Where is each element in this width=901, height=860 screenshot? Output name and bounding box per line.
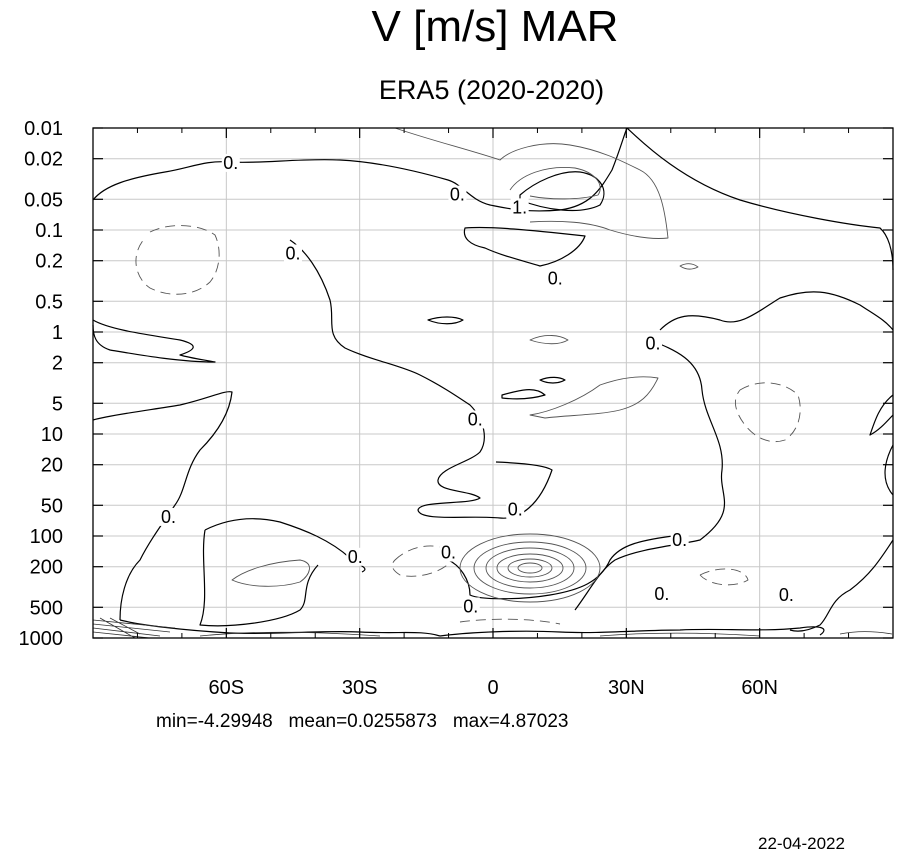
contour-label-bg: [346, 547, 365, 566]
x-tick-label: 60S: [209, 677, 245, 699]
contour-neg-sh-strat: [135, 225, 220, 295]
y-tick-label: 100: [30, 526, 63, 548]
x-tick-label: 30S: [342, 677, 378, 699]
y-tick-label: 1000: [19, 628, 64, 650]
contour-label: 0.: [654, 584, 669, 604]
contour-label: 0.: [223, 153, 238, 173]
contour-sh-upper-lobe: [92, 319, 216, 363]
jet-core-contour: [496, 553, 564, 583]
stats-line: min=-4.29948 mean=0.0255873 max=4.87023: [156, 711, 569, 732]
contour-strat-box: [463, 226, 586, 267]
date-stamp: 22-04-2022: [758, 834, 845, 853]
contour-label: 0.: [285, 244, 300, 264]
y-tick-label: 0.5: [35, 291, 63, 313]
contour-sh-lower: [199, 518, 366, 627]
contour-grey-sh-lower: [231, 559, 310, 587]
contour-label-bg: [284, 244, 302, 263]
contour-neg-tropics: [391, 545, 456, 577]
contour-label: 1.: [512, 197, 527, 217]
contour-neg-nh-mid: [734, 382, 801, 443]
y-tick-label: 0.05: [24, 189, 63, 211]
y-tick-label: 2: [52, 353, 63, 375]
contour-tropical-lower: [447, 534, 681, 600]
contour-label-bg: [644, 334, 662, 353]
x-tick-label: 60N: [741, 677, 778, 699]
contour-grey-nh-mid: [529, 376, 659, 419]
y-tick-label: 0.02: [24, 149, 63, 171]
contour-neg-nh-lower: [699, 568, 749, 586]
contour-label-bg: [652, 584, 671, 603]
y-tick-label: 0.2: [35, 251, 63, 273]
contour-label-bg: [466, 410, 485, 429]
contour-label: 0.: [645, 334, 660, 354]
contour-zero-upper: [92, 127, 894, 271]
contour-label: 0.: [450, 185, 465, 205]
contour-top-closed: [519, 171, 605, 212]
chart-subtitle: ERA5 (2020-2020): [378, 75, 605, 105]
contour-neg-surface: [459, 618, 561, 625]
jet-core-contour: [507, 558, 553, 578]
y-tick-label: 20: [41, 455, 63, 477]
contour-label: 0.: [672, 530, 687, 550]
contour-label: 0.: [779, 585, 794, 605]
contour-grey-top: [394, 127, 669, 239]
contour-label-bg: [448, 185, 467, 204]
y-tick-label: 500: [30, 597, 63, 619]
contour-label-bg: [159, 507, 178, 526]
contour-nh-vertical: [574, 339, 725, 611]
y-tick-label: 5: [52, 393, 63, 415]
contour-small-1: [427, 316, 464, 325]
contour-label-layer: 0. 0. 1. 0. 0. 0. 0. 0. 0. 0. 0. 0. 0. 0. 0.: [159, 153, 796, 616]
contour-small-3: [539, 376, 566, 384]
jet-core-contour: [517, 562, 543, 574]
y-tick-label: 1: [52, 322, 63, 344]
x-tick-label: 30N: [608, 677, 645, 699]
y-tick-label: 50: [41, 495, 63, 517]
jet-core-contour: [459, 533, 601, 603]
contour-label: 0.: [548, 269, 563, 289]
y-tick-label: 200: [30, 557, 63, 579]
contour-label: 0.: [508, 500, 523, 520]
contour-label: 0.: [348, 547, 363, 567]
x-tick-label: 0: [487, 677, 498, 699]
contour-grey-small: [529, 335, 569, 345]
contour-zero-descend: [289, 239, 553, 519]
y-tick-label: 0.01: [24, 118, 63, 140]
contour-label-bg: [546, 269, 565, 288]
contour-label-bg: [510, 198, 529, 217]
contour-label-bg: [777, 586, 796, 605]
contour-nh-zero: [659, 291, 894, 331]
jet-core-contour: [473, 541, 587, 595]
contour-label: 0.: [463, 596, 478, 616]
contour-small-2: [501, 389, 546, 400]
contour-label: 0.: [161, 507, 176, 527]
contour-label-bg: [221, 153, 240, 172]
contour-label-bg: [439, 543, 458, 562]
contour-label: 0.: [441, 542, 456, 562]
y-tick-label: 10: [41, 424, 63, 446]
contour-label: 0.: [468, 409, 483, 429]
contour-label-bg: [506, 500, 525, 519]
surface-clutter: [92, 617, 893, 639]
contour-lines: [92, 127, 894, 639]
contour-sh-vertical: [92, 391, 233, 621]
contour-east-edge: [789, 394, 894, 632]
plot-frame: [92, 127, 894, 639]
y-tick-label: 0.1: [35, 220, 63, 242]
jet-core-contour: [485, 547, 575, 589]
contour-grey-tiny: [679, 263, 699, 270]
contour-label-bg: [461, 597, 480, 616]
axis-ticks: 60S 30S 0 30N 60N 0.01 0.02 0.05 0.1 0.2 0.5 1 2 5 10 2…: [19, 118, 893, 699]
chart-title: V [m/s] MAR: [371, 2, 619, 51]
contour-grey-upper-jet: [509, 167, 601, 200]
contour-label-bg: [670, 531, 689, 550]
